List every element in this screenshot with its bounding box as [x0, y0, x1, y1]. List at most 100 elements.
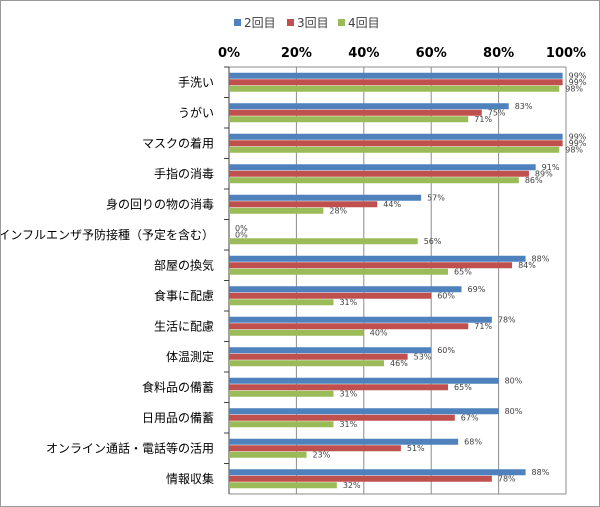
bar — [229, 79, 563, 86]
data-label: 51% — [407, 444, 425, 453]
legend-label: 4回目 — [348, 16, 380, 30]
x-tick-label: 60% — [416, 46, 447, 61]
data-label: 83% — [515, 102, 533, 111]
data-label: 0% — [235, 230, 248, 239]
data-label: 46% — [390, 359, 408, 368]
bar — [229, 177, 519, 184]
bar — [229, 414, 455, 421]
data-label: 65% — [454, 267, 472, 276]
bar — [229, 286, 462, 293]
data-label: 57% — [427, 193, 445, 202]
bar — [229, 329, 364, 336]
data-label: 60% — [437, 346, 455, 355]
data-label: 32% — [343, 481, 361, 490]
bar — [229, 445, 401, 452]
legend-label: 2回目 — [244, 16, 276, 30]
bar — [229, 377, 499, 384]
category-label: 部屋の換気 — [154, 257, 214, 272]
data-label: 40% — [370, 328, 388, 337]
data-label: 71% — [474, 115, 492, 124]
bar — [229, 103, 509, 110]
data-label: 44% — [383, 200, 401, 209]
bar — [229, 438, 459, 445]
data-label: 31% — [339, 389, 357, 398]
bar — [229, 353, 408, 360]
data-label: 0% — [235, 224, 248, 233]
category-label: 食事に配慮 — [154, 288, 214, 303]
bar — [229, 482, 337, 489]
category-label: 生活に配慮 — [154, 319, 214, 333]
data-label: 69% — [468, 285, 486, 294]
bar — [229, 469, 526, 476]
category-label: インフルエンザ予防接種（予定を含む） — [1, 227, 214, 242]
legend-swatch — [234, 19, 241, 26]
data-label: 60% — [437, 291, 455, 300]
bar — [229, 194, 422, 201]
bar — [229, 451, 307, 458]
bar — [229, 255, 526, 262]
bar — [229, 85, 560, 92]
category-label: マスクの着用 — [142, 135, 214, 150]
data-label: 65% — [454, 383, 472, 392]
data-label: 99% — [569, 139, 587, 148]
bar — [229, 475, 492, 482]
bar — [229, 146, 560, 153]
data-label: 88% — [532, 254, 550, 263]
bar — [229, 390, 334, 397]
data-label: 84% — [518, 261, 536, 270]
data-label: 99% — [569, 132, 587, 141]
data-label: 67% — [461, 413, 479, 422]
data-label: 31% — [339, 420, 357, 429]
data-label: 56% — [424, 237, 442, 246]
x-tick-label: 40% — [348, 46, 379, 61]
category-label: 食料品の備蓄 — [142, 379, 214, 394]
legend-label: 3回目 — [297, 16, 329, 30]
data-label: 53% — [414, 352, 432, 361]
bar — [229, 316, 492, 323]
bar — [229, 238, 418, 245]
bar — [229, 262, 513, 269]
data-label: 78% — [498, 474, 516, 483]
category-label: うがい — [178, 105, 214, 120]
x-tick-label: 0% — [218, 46, 240, 61]
bar — [229, 201, 378, 208]
x-tick-label: 20% — [281, 46, 312, 61]
data-label: 86% — [525, 176, 543, 185]
bar — [229, 299, 334, 306]
legend-swatch — [338, 19, 345, 26]
data-label: 28% — [329, 206, 347, 215]
category-label: 体温測定 — [166, 349, 214, 364]
bar — [229, 384, 449, 391]
bar — [229, 133, 563, 140]
bar — [229, 360, 385, 367]
data-label: 23% — [313, 450, 331, 459]
data-label: 98% — [565, 145, 583, 154]
bar — [229, 347, 432, 354]
data-label: 75% — [488, 108, 506, 117]
bar — [229, 207, 324, 214]
bar — [229, 323, 469, 330]
data-label: 80% — [505, 376, 523, 385]
category-label: 情報収集 — [166, 471, 214, 486]
data-label: 71% — [474, 322, 492, 331]
data-label: 68% — [464, 437, 482, 446]
bar — [229, 268, 449, 275]
bar — [229, 116, 469, 123]
data-label: 80% — [505, 407, 523, 416]
category-label: 日用品の備蓄 — [142, 410, 214, 425]
data-label: 99% — [569, 78, 587, 87]
category-label: 身の回りの物の消毒 — [106, 196, 214, 211]
data-label: 78% — [498, 315, 516, 324]
category-label: オンライン通話・電話等の活用 — [46, 440, 214, 455]
bar — [229, 292, 432, 299]
data-label: 89% — [535, 169, 553, 178]
bar — [229, 421, 334, 428]
data-label: 31% — [339, 298, 357, 307]
data-label: 99% — [569, 71, 587, 80]
data-label: 88% — [532, 468, 550, 477]
data-label: 98% — [565, 84, 583, 93]
category-label: 手指の消毒 — [154, 166, 214, 181]
bar — [229, 109, 482, 116]
